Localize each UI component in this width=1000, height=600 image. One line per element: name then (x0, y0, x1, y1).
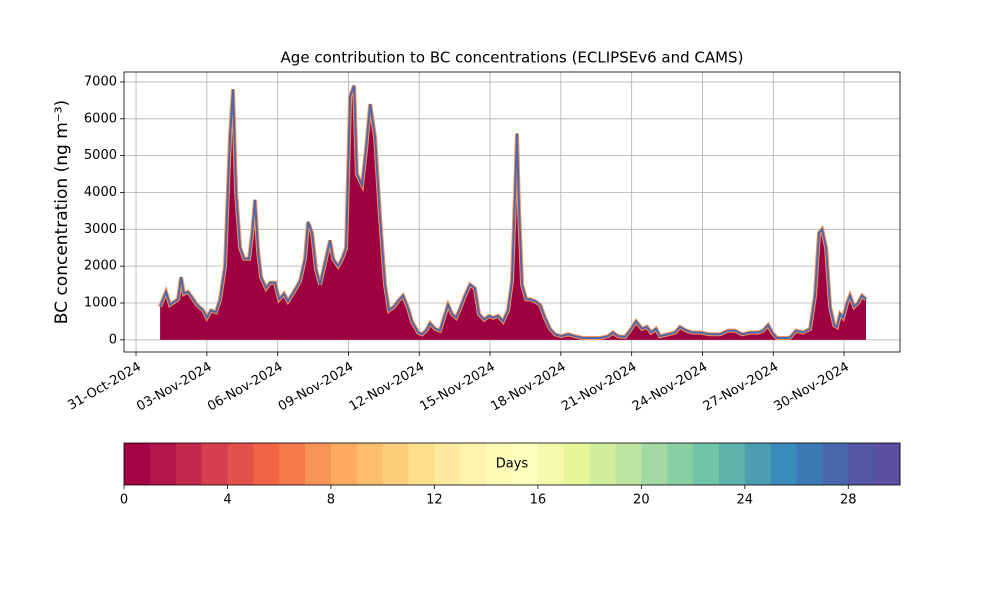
line (159, 85, 867, 339)
x-tick-label: 06-Nov-2024 (205, 360, 285, 415)
colorbar-cell (486, 443, 513, 485)
colorbar-cell (434, 443, 461, 485)
colorbar-tick-label: 12 (426, 493, 443, 508)
chart-title: Age contribution to BC concentrations (E… (281, 49, 744, 67)
colorbar-cell (744, 443, 772, 485)
x-tick-label: 09-Nov-2024 (276, 360, 356, 415)
area (160, 85, 867, 340)
colorbar-tick-label: 24 (737, 493, 754, 508)
plot-frame (123, 71, 901, 353)
colorbar-tick-label: 28 (840, 493, 857, 508)
y-tick-label: 3000 (84, 222, 117, 237)
colorbar-label: Days (496, 457, 529, 472)
x-tick-label: 24-Nov-2024 (630, 360, 710, 415)
colorbar-cell (227, 443, 254, 485)
colorbar-cell (201, 443, 228, 485)
colorbar-cell (382, 443, 410, 485)
colorbar-tick-label: 8 (327, 493, 335, 508)
colorbar-cell (693, 443, 720, 485)
colorbar-cell (796, 443, 823, 485)
y-tick-label: 7000 (84, 74, 117, 89)
colorbar-cell (667, 443, 694, 485)
x-tick-label: 03-Nov-2024 (134, 360, 214, 415)
colorbar-frame (123, 442, 901, 486)
x-tick-label: 12-Nov-2024 (347, 360, 427, 415)
colorbar-cell (874, 443, 901, 485)
x-tick-label: 18-Nov-2024 (488, 360, 568, 415)
x-tick-label: 27-Nov-2024 (701, 360, 781, 415)
colorbar-cell (253, 443, 280, 485)
colorbar-cell (848, 443, 875, 485)
x-tick-label: 31-Oct-2024 (65, 360, 143, 414)
colorbar-cell (279, 443, 306, 485)
colorbar-cell (460, 443, 487, 485)
colorbar-tick-label: 0 (120, 493, 128, 508)
colorbar-cell (537, 443, 565, 485)
colorbar-cell (330, 443, 358, 485)
colorbar-cell (305, 443, 332, 485)
x-tick-label: 21-Nov-2024 (559, 360, 639, 415)
y-tick-label: 2000 (84, 259, 117, 274)
y-tick-label: 6000 (84, 111, 117, 126)
y-tick-label: 1000 (84, 296, 117, 311)
colorbar-cell (408, 443, 435, 485)
colorbar-cell (615, 443, 642, 485)
colorbar-cell (822, 443, 849, 485)
colorbar-cell (124, 443, 151, 485)
y-tick-label: 5000 (84, 148, 117, 163)
colorbar-cell (718, 443, 746, 485)
colorbar-cell (589, 443, 616, 485)
x-tick-label: 15-Nov-2024 (418, 360, 498, 415)
x-tick-label: 30-Nov-2024 (772, 360, 852, 415)
colorbar-cell (770, 443, 798, 485)
y-axis-label: BC concentration (ng m⁻³) (52, 100, 72, 324)
colorbar-cell (356, 443, 384, 485)
colorbar-tick-label: 16 (530, 493, 547, 508)
colorbar-cell (175, 443, 203, 485)
colorbar-tick-label: 4 (223, 493, 231, 508)
y-tick-label: 4000 (84, 185, 117, 200)
colorbar-cell (512, 443, 539, 485)
colorbar-cell (149, 443, 177, 485)
colorbar-tick-label: 20 (633, 493, 650, 508)
y-tick-label: 0 (109, 332, 117, 347)
colorbar-cell (563, 443, 591, 485)
colorbar-cell (641, 443, 668, 485)
